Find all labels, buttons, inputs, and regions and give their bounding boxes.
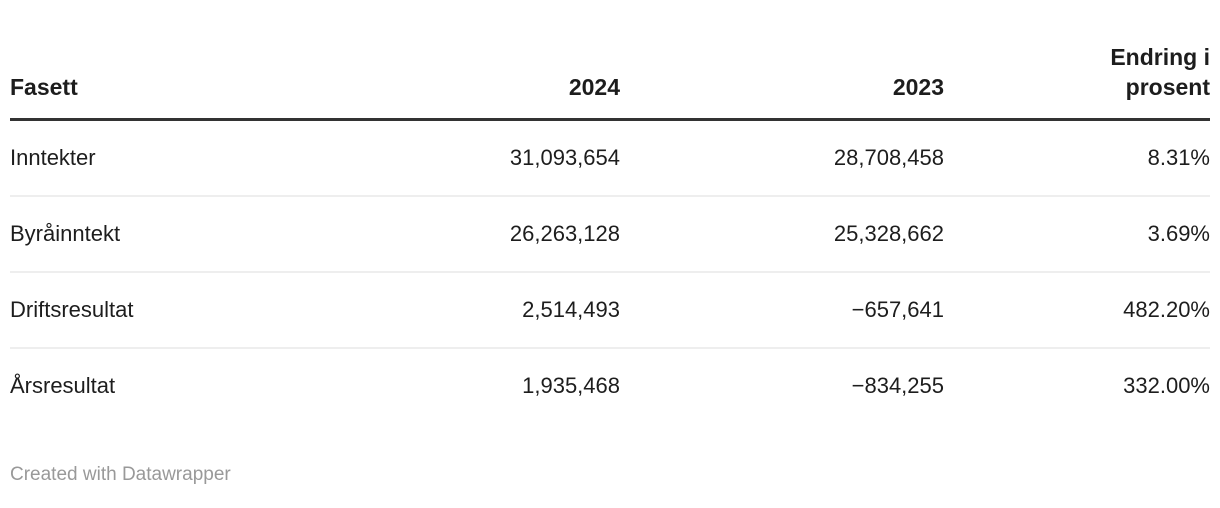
- cell-byrainntekt-endring: 3.69%: [944, 195, 1210, 272]
- column-header-endring-i-prosent: Endring i prosent: [944, 42, 1210, 121]
- cell-inntekter-2023: 28,708,458: [833, 145, 944, 170]
- cell-driftsresultat-2023: −657,641: [620, 271, 944, 348]
- cell-inntekter-endring: 8.31%: [1147, 145, 1210, 170]
- cell-arsresultat-endring: 332.00%: [944, 347, 1210, 423]
- row-label-driftsresultat: Driftsresultat: [10, 271, 320, 348]
- column-header-2023: 2023: [620, 42, 944, 121]
- datawrapper-attribution-link[interactable]: Created with Datawrapper: [10, 464, 231, 485]
- attribution-footer: Created with Datawrapper: [10, 463, 1210, 487]
- cell-arsresultat-2023: −834,255: [620, 347, 944, 423]
- table-row: Årsresultat 1,935,468 −834,255 332.00%: [10, 347, 1210, 423]
- cell-byrainntekt-2024: 26,263,128: [320, 195, 620, 272]
- table-row: Driftsresultat 2,514,493 −657,641 482.20…: [10, 271, 1210, 348]
- cell-inntekter-2024: 31,093,654: [509, 145, 620, 170]
- cell-driftsresultat-endring: 482.20%: [944, 271, 1210, 348]
- financial-table: Fasett 2024 2023 Endring i prosent Innte…: [10, 42, 1210, 423]
- cell-arsresultat-2024: 1,935,468: [320, 347, 620, 423]
- table-header-row: Fasett 2024 2023 Endring i prosent: [10, 42, 1210, 121]
- table-row: Byråinntekt 26,263,128 25,328,662 3.69%: [10, 195, 1210, 272]
- row-label-byrainntekt: Byråinntekt: [10, 195, 320, 272]
- column-header-2024: 2024: [320, 42, 620, 121]
- column-header-fasett: Fasett: [10, 42, 320, 121]
- row-label-arsresultat: Årsresultat: [10, 347, 320, 423]
- row-label-inntekter: Inntekter: [10, 145, 96, 170]
- table-row: Inntekter 31,093,654 28,708,458 8.31%: [10, 120, 1210, 197]
- cell-driftsresultat-2024: 2,514,493: [320, 271, 620, 348]
- cell-byrainntekt-2023: 25,328,662: [620, 195, 944, 272]
- table-chart-container: Fasett 2024 2023 Endring i prosent Innte…: [0, 42, 1220, 487]
